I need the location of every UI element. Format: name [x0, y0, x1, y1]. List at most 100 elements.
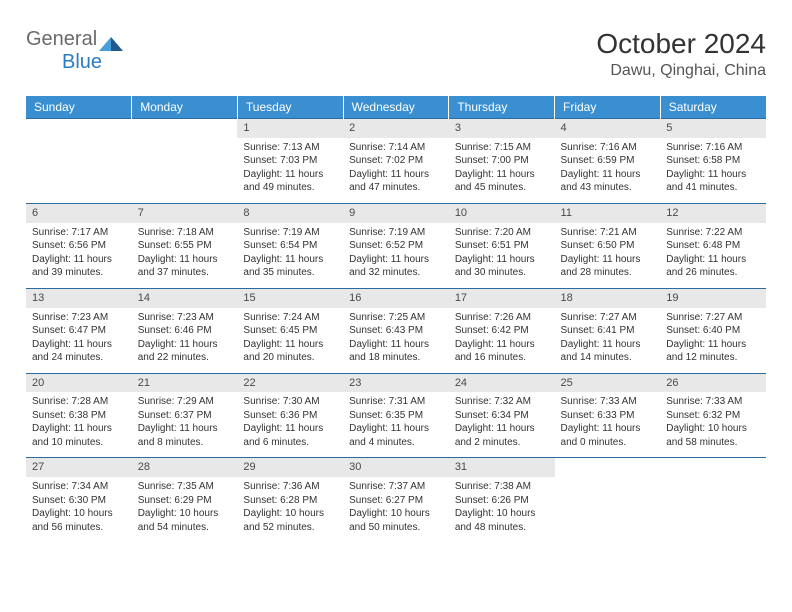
date-number: 13 [26, 289, 132, 308]
date-number: 2 [343, 119, 449, 138]
calendar-cell: 5Sunrise: 7:16 AMSunset: 6:58 PMDaylight… [660, 119, 766, 204]
sunset-text: Sunset: 6:48 PM [666, 239, 760, 253]
daylight-text: Daylight: 11 hours [455, 168, 549, 182]
daylight-text: Daylight: 11 hours [666, 168, 760, 182]
daylight-text: and 56 minutes. [32, 521, 126, 535]
daylight-text: and 24 minutes. [32, 351, 126, 365]
daylight-text: Daylight: 11 hours [32, 338, 126, 352]
sunset-text: Sunset: 6:46 PM [138, 324, 232, 338]
date-number: 5 [660, 119, 766, 138]
calendar-cell: 15Sunrise: 7:24 AMSunset: 6:45 PMDayligh… [237, 288, 343, 373]
sunrise-text: Sunrise: 7:20 AM [455, 226, 549, 240]
daylight-text: and 35 minutes. [243, 266, 337, 280]
daylight-text: Daylight: 11 hours [349, 168, 443, 182]
daylight-text: Daylight: 11 hours [349, 422, 443, 436]
calendar-cell: 12Sunrise: 7:22 AMSunset: 6:48 PMDayligh… [660, 203, 766, 288]
daylight-text: Daylight: 10 hours [32, 507, 126, 521]
calendar-cell: 11Sunrise: 7:21 AMSunset: 6:50 PMDayligh… [555, 203, 661, 288]
calendar-cell: 10Sunrise: 7:20 AMSunset: 6:51 PMDayligh… [449, 203, 555, 288]
month-title: October 2024 [596, 28, 766, 60]
calendar-cell: 23Sunrise: 7:31 AMSunset: 6:35 PMDayligh… [343, 373, 449, 458]
sunrise-text: Sunrise: 7:38 AM [455, 480, 549, 494]
sunrise-text: Sunrise: 7:31 AM [349, 395, 443, 409]
sunset-text: Sunset: 6:51 PM [455, 239, 549, 253]
calendar-week-row: 6Sunrise: 7:17 AMSunset: 6:56 PMDaylight… [26, 203, 766, 288]
sunset-text: Sunset: 6:52 PM [349, 239, 443, 253]
calendar-cell: 25Sunrise: 7:33 AMSunset: 6:33 PMDayligh… [555, 373, 661, 458]
date-number: 1 [237, 119, 343, 138]
calendar-cell: 30Sunrise: 7:37 AMSunset: 6:27 PMDayligh… [343, 458, 449, 542]
logo-triangle-icon [99, 35, 123, 51]
daylight-text: Daylight: 11 hours [666, 338, 760, 352]
daylight-text: and 54 minutes. [138, 521, 232, 535]
daylight-text: and 26 minutes. [666, 266, 760, 280]
daylight-text: and 0 minutes. [561, 436, 655, 450]
sunset-text: Sunset: 6:30 PM [32, 494, 126, 508]
date-number: 30 [343, 458, 449, 477]
sunrise-text: Sunrise: 7:33 AM [666, 395, 760, 409]
daylight-text: Daylight: 11 hours [138, 422, 232, 436]
daylight-text: Daylight: 11 hours [243, 168, 337, 182]
daylight-text: Daylight: 11 hours [561, 253, 655, 267]
daylight-text: Daylight: 10 hours [243, 507, 337, 521]
daylight-text: Daylight: 11 hours [243, 338, 337, 352]
sunrise-text: Sunrise: 7:24 AM [243, 311, 337, 325]
daylight-text: and 37 minutes. [138, 266, 232, 280]
daylight-text: and 10 minutes. [32, 436, 126, 450]
sunset-text: Sunset: 6:59 PM [561, 154, 655, 168]
sunrise-text: Sunrise: 7:34 AM [32, 480, 126, 494]
date-number: 9 [343, 204, 449, 223]
daylight-text: and 22 minutes. [138, 351, 232, 365]
date-number: 17 [449, 289, 555, 308]
daylight-text: and 2 minutes. [455, 436, 549, 450]
daylight-text: Daylight: 10 hours [349, 507, 443, 521]
empty-date [555, 458, 661, 477]
sunset-text: Sunset: 6:54 PM [243, 239, 337, 253]
daylight-text: and 12 minutes. [666, 351, 760, 365]
daylight-text: Daylight: 11 hours [349, 253, 443, 267]
logo-text-blue: Blue [62, 51, 102, 73]
daylight-text: Daylight: 11 hours [561, 422, 655, 436]
date-number: 27 [26, 458, 132, 477]
calendar-cell [26, 119, 132, 204]
daylight-text: and 4 minutes. [349, 436, 443, 450]
calendar-cell: 9 Sunrise: 7:19 AMSunset: 6:52 PMDaylight… [343, 203, 449, 288]
daylight-text: Daylight: 11 hours [138, 253, 232, 267]
calendar-cell: 19Sunrise: 7:27 AMSunset: 6:40 PMDayligh… [660, 288, 766, 373]
daylight-text: and 50 minutes. [349, 521, 443, 535]
calendar-cell: 8Sunrise: 7:19 AMSunset: 6:54 PMDaylight… [237, 203, 343, 288]
daylight-text: Daylight: 11 hours [32, 253, 126, 267]
daylight-text: and 41 minutes. [666, 181, 760, 195]
calendar-cell: 21Sunrise: 7:29 AMSunset: 6:37 PMDayligh… [132, 373, 238, 458]
sunrise-text: Sunrise: 7:28 AM [32, 395, 126, 409]
sunset-text: Sunset: 6:38 PM [32, 409, 126, 423]
daylight-text: Daylight: 11 hours [561, 338, 655, 352]
sunset-text: Sunset: 6:56 PM [32, 239, 126, 253]
calendar-cell [660, 458, 766, 542]
day-header: Wednesday [343, 96, 449, 119]
daylight-text: and 39 minutes. [32, 266, 126, 280]
daylight-text: Daylight: 11 hours [455, 338, 549, 352]
date-number: 18 [555, 289, 661, 308]
sunset-text: Sunset: 6:47 PM [32, 324, 126, 338]
daylight-text: Daylight: 11 hours [32, 422, 126, 436]
sunset-text: Sunset: 6:40 PM [666, 324, 760, 338]
sunset-text: Sunset: 6:45 PM [243, 324, 337, 338]
sunset-text: Sunset: 6:35 PM [349, 409, 443, 423]
sunrise-text: Sunrise: 7:29 AM [138, 395, 232, 409]
daylight-text: Daylight: 11 hours [455, 253, 549, 267]
day-header: Thursday [449, 96, 555, 119]
sunset-text: Sunset: 6:34 PM [455, 409, 549, 423]
sunset-text: Sunset: 6:43 PM [349, 324, 443, 338]
date-number: 26 [660, 374, 766, 393]
daylight-text: and 8 minutes. [138, 436, 232, 450]
sunrise-text: Sunrise: 7:19 AM [349, 226, 443, 240]
date-number: 6 [26, 204, 132, 223]
sunset-text: Sunset: 6:33 PM [561, 409, 655, 423]
sunrise-text: Sunrise: 7:13 AM [243, 141, 337, 155]
daylight-text: and 32 minutes. [349, 266, 443, 280]
day-header: Tuesday [237, 96, 343, 119]
sunrise-text: Sunrise: 7:35 AM [138, 480, 232, 494]
date-number: 25 [555, 374, 661, 393]
calendar-cell: 4Sunrise: 7:16 AMSunset: 6:59 PMDaylight… [555, 119, 661, 204]
